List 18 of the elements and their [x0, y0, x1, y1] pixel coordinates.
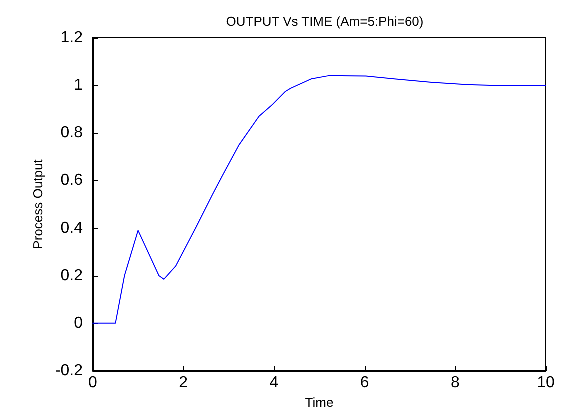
y-tick-label: 0 — [74, 314, 84, 332]
y-axis-title: Process Output — [30, 159, 46, 250]
y-tick-label: -0.2 — [55, 362, 84, 380]
y-tick-label: 1.2 — [60, 30, 84, 46]
x-tick-label: 4 — [270, 374, 279, 392]
line-series — [92, 75, 546, 324]
y-tick-label: 1 — [74, 77, 84, 94]
y-tick-label: 0.4 — [60, 220, 84, 237]
x-tick-label: 0 — [88, 374, 98, 392]
y-tick-label: 0.6 — [60, 172, 84, 190]
x-tick-label: 2 — [179, 374, 188, 392]
chart-title: OUTPUT Vs TIME (Am=5:Phi=60) — [226, 14, 424, 29]
x-axis-title: Time — [305, 394, 334, 410]
x-tick-label: 8 — [450, 374, 460, 392]
y-tick-label: 0.8 — [60, 124, 84, 142]
x-tick-label: 10 — [537, 374, 555, 392]
y-tick-label: 0.2 — [60, 267, 84, 284]
x-tick-label: 6 — [360, 374, 370, 392]
